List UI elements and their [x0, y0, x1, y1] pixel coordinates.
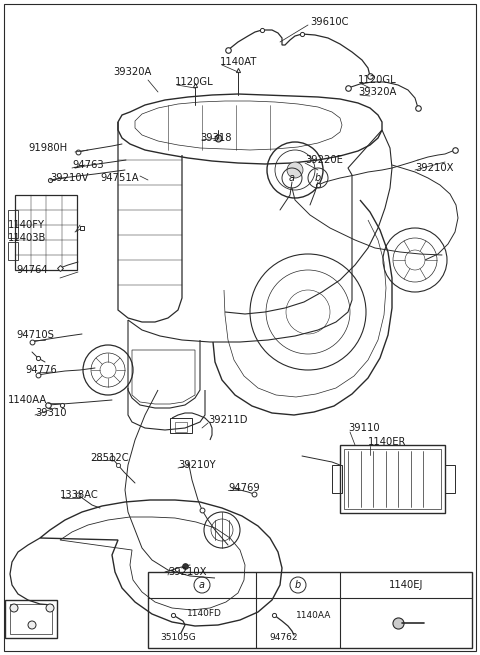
Text: 94764: 94764 — [16, 265, 48, 275]
Text: 39210X: 39210X — [168, 567, 206, 577]
Text: 11403B: 11403B — [8, 233, 47, 243]
Text: 94776: 94776 — [25, 365, 57, 375]
Text: 39211D: 39211D — [208, 415, 248, 425]
Bar — [8, 210, 18, 238]
Text: 39110: 39110 — [348, 423, 380, 433]
Text: 39310: 39310 — [35, 408, 67, 418]
Text: b: b — [315, 173, 321, 183]
Text: 1120GL: 1120GL — [175, 77, 214, 87]
Text: 1140ER: 1140ER — [368, 437, 407, 447]
Text: 1140EJ: 1140EJ — [389, 580, 423, 590]
Bar — [5, 600, 57, 638]
Bar — [15, 195, 77, 270]
Bar — [445, 465, 455, 493]
Text: 94769: 94769 — [228, 483, 260, 493]
Text: 1140FY: 1140FY — [8, 220, 45, 230]
Text: 39210V: 39210V — [50, 173, 88, 183]
Bar — [332, 465, 342, 493]
Text: 94762: 94762 — [270, 633, 298, 643]
Bar — [170, 418, 192, 433]
Text: 35105G: 35105G — [160, 633, 196, 643]
Text: 39320A: 39320A — [113, 67, 151, 77]
Text: 39210Y: 39210Y — [178, 460, 216, 470]
Circle shape — [46, 604, 54, 612]
Circle shape — [10, 604, 18, 612]
Text: 39210X: 39210X — [415, 163, 454, 173]
Text: b: b — [295, 580, 301, 590]
Text: 1338AC: 1338AC — [60, 490, 99, 500]
Bar — [8, 242, 18, 260]
Text: a: a — [199, 580, 205, 590]
Bar — [10, 604, 52, 634]
Text: 94710S: 94710S — [16, 330, 54, 340]
Bar — [175, 422, 187, 432]
Text: 94751A: 94751A — [100, 173, 139, 183]
Text: 94763: 94763 — [72, 160, 104, 170]
Text: 39610C: 39610C — [310, 17, 348, 27]
Text: 39320A: 39320A — [358, 87, 396, 97]
Text: 28512C: 28512C — [90, 453, 129, 463]
Bar — [148, 572, 472, 648]
Text: 39220E: 39220E — [305, 155, 343, 165]
Circle shape — [28, 621, 36, 629]
Circle shape — [287, 162, 303, 178]
Text: 1140AA: 1140AA — [296, 610, 331, 620]
Text: 1140FD: 1140FD — [187, 608, 222, 618]
Text: 1140AA: 1140AA — [8, 395, 47, 405]
Text: a: a — [289, 173, 295, 183]
Text: 91980H: 91980H — [28, 143, 67, 153]
Bar — [340, 445, 445, 513]
Text: 39318: 39318 — [200, 133, 231, 143]
Text: 1120GL: 1120GL — [358, 75, 396, 85]
Bar — [344, 449, 441, 509]
Text: 1140AT: 1140AT — [220, 57, 257, 67]
